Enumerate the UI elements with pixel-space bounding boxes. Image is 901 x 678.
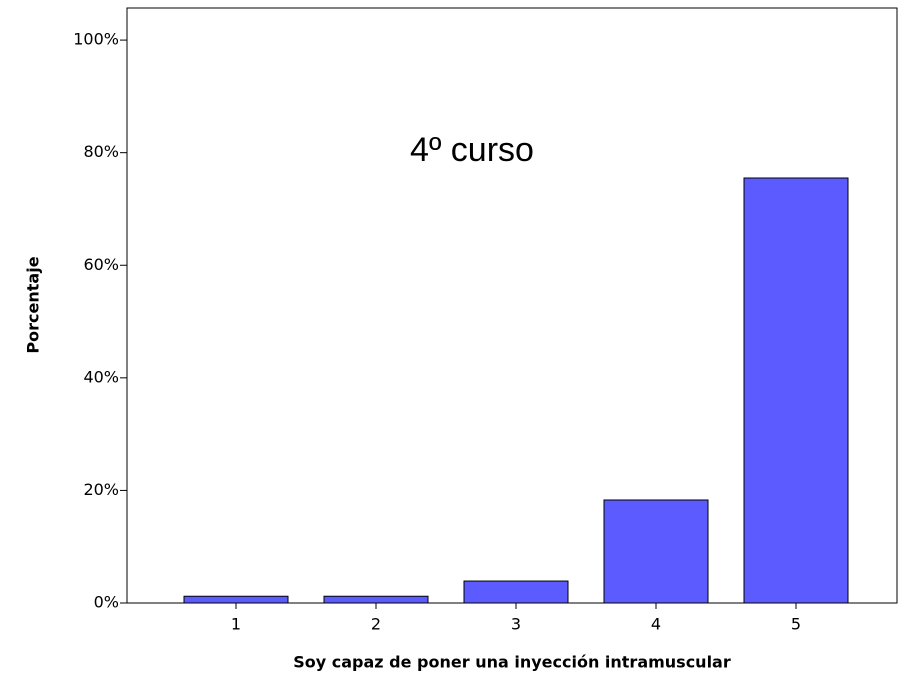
- annotation: 4º curso: [410, 131, 534, 169]
- bar: [743, 177, 849, 604]
- bar: [603, 499, 709, 604]
- x-tick-label: 2: [371, 615, 381, 634]
- y-tick-label: 60%: [83, 255, 119, 274]
- y-tick-label: 80%: [83, 142, 119, 161]
- x-tick-label: 5: [791, 615, 801, 634]
- y-tick-label: 40%: [83, 367, 119, 386]
- x-tick-label: 1: [231, 615, 241, 634]
- y-axis-title: Porcentaje: [24, 256, 43, 353]
- bar: [323, 595, 429, 604]
- bar: [463, 580, 569, 604]
- bar: [183, 595, 289, 604]
- y-tick-label: 20%: [83, 480, 119, 499]
- x-axis-title: Soy capaz de poner una inyección intramu…: [293, 653, 731, 672]
- x-tick-label: 4: [651, 615, 661, 634]
- y-tick-label: 0%: [94, 593, 119, 612]
- y-tick-label: 100%: [73, 30, 119, 49]
- x-tick-label: 3: [511, 615, 521, 634]
